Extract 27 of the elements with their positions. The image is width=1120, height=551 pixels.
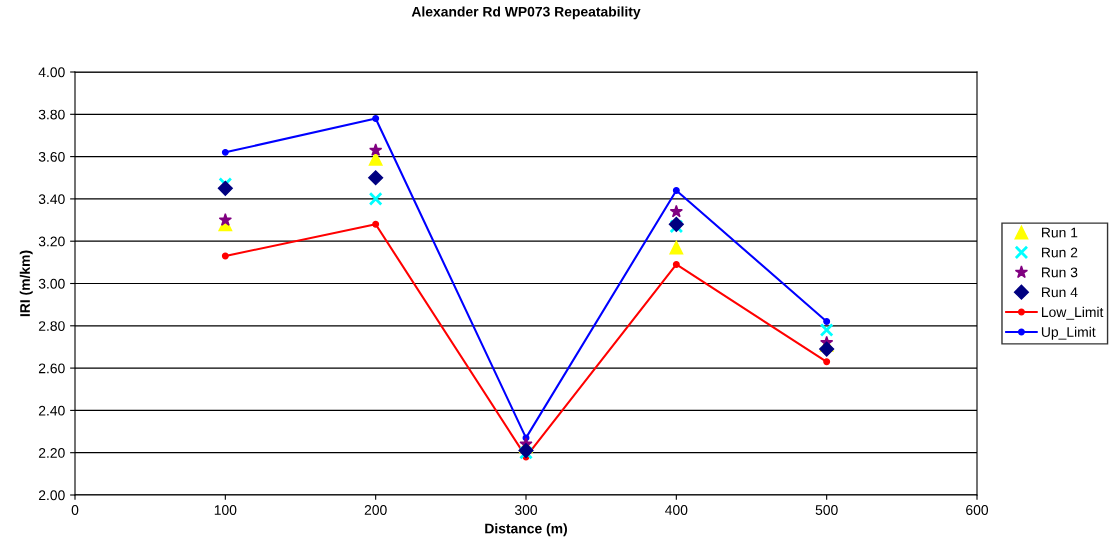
x-tick-label: 200 xyxy=(364,505,387,515)
y-tick-label: 2.40 xyxy=(38,405,65,416)
x-axis-title: Distance (m) xyxy=(485,523,567,537)
y-tick-label: 3.20 xyxy=(38,236,65,247)
x-tick-label: 100 xyxy=(214,505,237,515)
chart-title: Alexander Rd WP073 Repeatability xyxy=(411,6,641,20)
x-tick-label: 400 xyxy=(665,505,688,515)
y-tick-label: 2.20 xyxy=(38,448,65,458)
legend-label: Run 4 xyxy=(1042,287,1078,298)
x-tick-label: 500 xyxy=(815,505,838,515)
x-tick-label: 600 xyxy=(966,505,989,515)
legend-label: Run 1 xyxy=(1042,227,1078,238)
x-tick-label: 0 xyxy=(71,505,79,515)
y-tick-label: 3.60 xyxy=(38,151,65,162)
legend-label: Run 2 xyxy=(1042,247,1078,258)
y-tick-label: 3.80 xyxy=(38,109,65,120)
y-tick-label: 3.40 xyxy=(38,194,65,205)
legend-label: Low_Limit xyxy=(1042,306,1104,320)
y-tick-label: 2.60 xyxy=(38,363,65,374)
y-tick-label: 3.00 xyxy=(38,278,65,289)
legend-label: Up_Limit xyxy=(1041,326,1096,340)
y-tick-label: 2.00 xyxy=(38,490,65,501)
legend-label: Run 3 xyxy=(1042,267,1078,278)
y-axis-title: IRI (m/km) xyxy=(19,250,33,317)
y-tick-label: 2.80 xyxy=(38,321,65,331)
x-tick-label: 300 xyxy=(514,505,538,515)
y-tick-label: 4.00 xyxy=(38,67,65,78)
